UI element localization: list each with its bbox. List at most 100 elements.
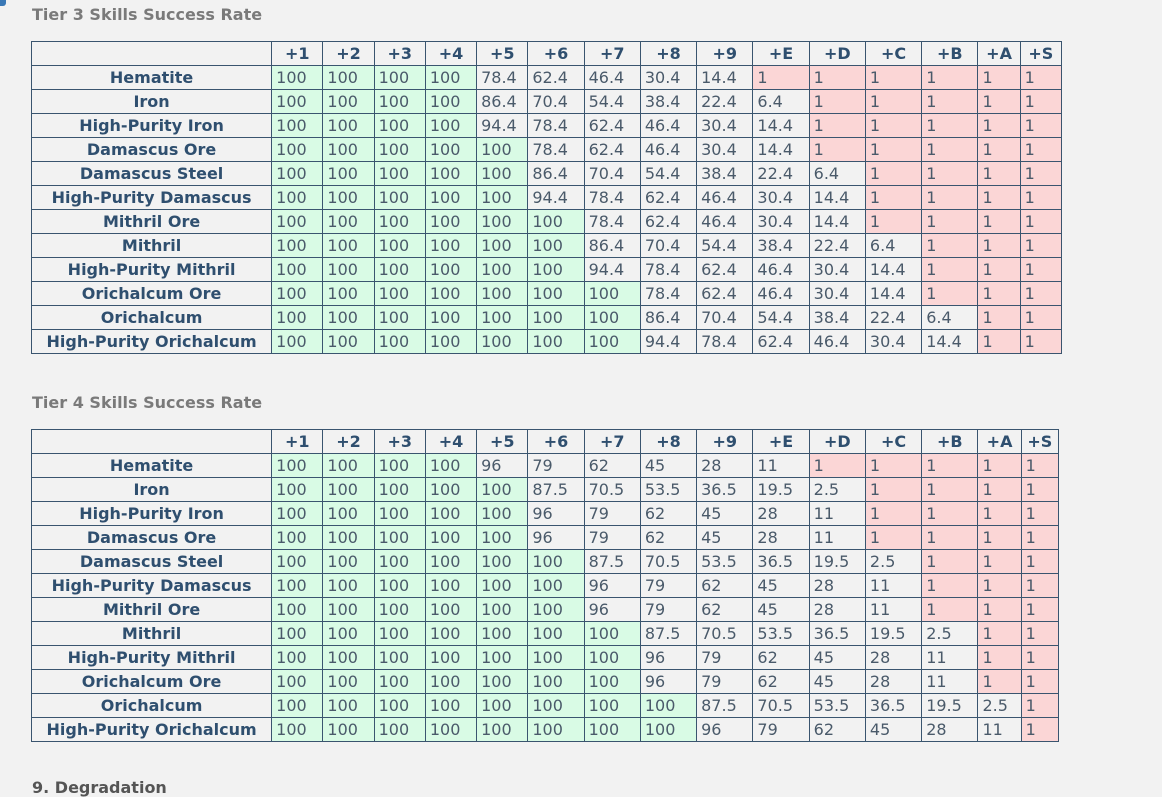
rate-cell: 62 <box>639 501 698 526</box>
rate-cell: 62.4 <box>696 257 754 282</box>
rate-cell: 100 <box>271 453 324 478</box>
table-row: High-Purity Orichalcum 100 100 100 100 100 100… <box>30 329 1063 354</box>
rate-cell: 100 <box>373 257 426 282</box>
rate-cell: 100 <box>424 669 478 694</box>
rate-cell: 28 <box>808 597 866 622</box>
rate-cell: 1 <box>977 477 1022 502</box>
row-label: High-Purity Orichalcum <box>30 329 273 354</box>
rate-cell: 14.4 <box>921 329 979 354</box>
rate-cell: 11 <box>864 573 923 598</box>
table-row: Mithril Ore 100 100 100 100 100 100 96 79 62 45 28 1… <box>30 597 1060 622</box>
rate-cell: 87.5 <box>583 549 641 574</box>
rate-cell: 79 <box>696 645 754 670</box>
row-label: Iron <box>30 89 273 114</box>
rate-cell: 100 <box>476 573 529 598</box>
rate-cell: 78.4 <box>527 113 585 138</box>
rate-cell: 79 <box>527 453 585 478</box>
rate-cell: 94.4 <box>583 257 641 282</box>
rate-cell: 100 <box>527 597 585 622</box>
rate-cell: 1 <box>808 453 866 478</box>
rate-cell: 62.4 <box>639 209 698 234</box>
rate-cell: 100 <box>527 257 585 282</box>
column-header: +B <box>921 41 979 66</box>
rate-cell: 100 <box>322 621 375 646</box>
column-header: +1 <box>271 429 324 454</box>
rate-cell: 28 <box>696 453 754 478</box>
table-row: Hematite 100 100 100 100 96 79 62 45 28 11 1 1 1 1 1 <box>30 453 1060 478</box>
rate-cell: 100 <box>476 185 529 210</box>
column-header: +3 <box>373 41 426 66</box>
column-header: +8 <box>639 41 698 66</box>
rate-cell: 1 <box>1020 549 1060 574</box>
tier3-title: Tier 3 Skills Success Rate <box>32 5 263 24</box>
rate-cell: 100 <box>424 185 478 210</box>
rate-cell: 1 <box>808 89 866 114</box>
column-header: +8 <box>639 429 698 454</box>
column-header: +5 <box>476 41 529 66</box>
rate-cell: 30.4 <box>752 209 810 234</box>
rate-cell: 6.4 <box>808 161 866 186</box>
table-row: Orichalcum 100 100 100 100 100 100 100 86.4 70.4 5… <box>30 305 1063 330</box>
rate-cell: 100 <box>373 137 426 162</box>
rate-cell: 22.4 <box>808 233 866 258</box>
rate-cell: 53.5 <box>639 477 698 502</box>
table-row: Mithril 100 100 100 100 100 100 86.4 70.4 54.4 38.… <box>30 233 1063 258</box>
rate-cell: 100 <box>373 693 426 718</box>
rate-cell: 100 <box>373 209 426 234</box>
rate-cell: 38.4 <box>696 161 754 186</box>
rate-cell: 100 <box>527 669 585 694</box>
rate-cell: 100 <box>424 209 478 234</box>
rate-cell: 100 <box>322 525 375 550</box>
row-label: Orichalcum Ore <box>30 669 273 694</box>
column-header: +3 <box>373 429 426 454</box>
rate-cell: 100 <box>373 621 426 646</box>
rate-cell: 100 <box>424 501 478 526</box>
row-label: Mithril Ore <box>30 209 273 234</box>
rate-cell: 100 <box>424 161 478 186</box>
rate-cell: 1 <box>977 161 1021 186</box>
row-label: Damascus Ore <box>30 525 273 550</box>
rate-cell: 100 <box>527 209 585 234</box>
rate-cell: 1 <box>921 137 979 162</box>
rate-cell: 53.5 <box>696 549 754 574</box>
column-header: +7 <box>583 41 641 66</box>
tier4-title: Tier 4 Skills Success Rate <box>32 393 263 412</box>
rate-cell: 28 <box>864 645 923 670</box>
column-header: +S <box>1019 41 1063 66</box>
rate-cell: 100 <box>424 137 478 162</box>
rate-cell: 100 <box>373 65 426 90</box>
row-label: Damascus Steel <box>30 549 273 574</box>
rate-cell: 100 <box>271 329 324 354</box>
rate-cell: 100 <box>476 621 529 646</box>
rate-cell: 1 <box>977 669 1022 694</box>
rate-cell: 100 <box>373 669 426 694</box>
column-header: +7 <box>583 429 641 454</box>
rate-cell: 100 <box>322 185 375 210</box>
rate-cell: 100 <box>373 233 426 258</box>
row-label: Hematite <box>30 65 273 90</box>
rate-cell: 30.4 <box>864 329 923 354</box>
rate-cell: 100 <box>527 645 585 670</box>
rate-cell: 100 <box>373 477 426 502</box>
rate-cell: 1 <box>1019 233 1063 258</box>
rate-cell: 54.4 <box>752 305 810 330</box>
rate-cell: 1 <box>1019 113 1063 138</box>
rate-cell: 100 <box>527 717 585 742</box>
rate-cell: 79 <box>752 717 810 742</box>
rate-cell: 100 <box>271 281 324 306</box>
rate-cell: 100 <box>583 717 641 742</box>
table-row: High-Purity Iron 100 100 100 100 94.4 78.4 62.4… <box>30 113 1063 138</box>
table-row: High-Purity Iron 100 100 100 100 100 96 79 62 45 2… <box>30 501 1060 526</box>
rate-cell: 100 <box>271 501 324 526</box>
rate-cell: 38.4 <box>639 89 698 114</box>
rate-cell: 100 <box>424 477 478 502</box>
rate-cell: 11 <box>808 501 866 526</box>
rate-cell: 54.4 <box>583 89 641 114</box>
rate-cell: 79 <box>583 525 641 550</box>
rate-cell: 1 <box>977 549 1022 574</box>
rate-cell: 100 <box>527 693 585 718</box>
rate-cell: 1 <box>1020 573 1060 598</box>
rate-cell: 22.4 <box>864 305 923 330</box>
rate-cell: 100 <box>322 281 375 306</box>
rate-cell: 100 <box>271 185 324 210</box>
